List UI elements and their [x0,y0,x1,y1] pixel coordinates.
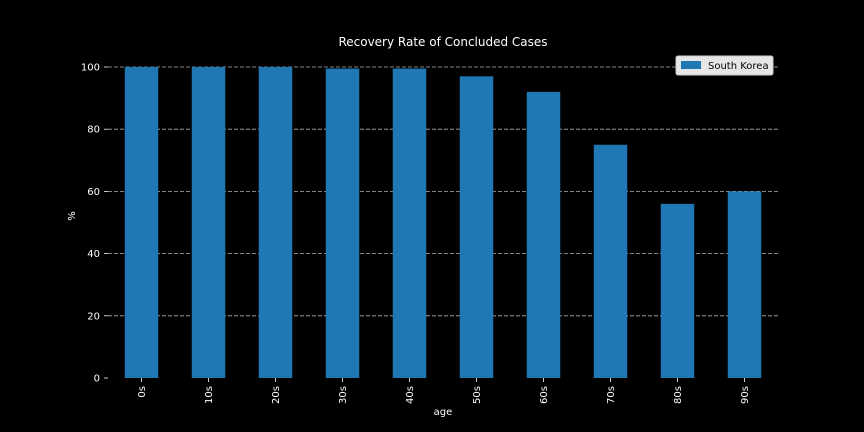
x-axis: 0s 10s 20s 30s 40s 50s 60s 70s 80s 90s [137,378,751,404]
legend: South Korea [675,55,774,76]
x-tick-label: 30s [338,386,349,404]
x-axis-label: age [434,407,453,418]
bar-10s [191,67,226,378]
bar-40s [392,68,427,379]
bar-70s [593,144,628,378]
x-tick-label: 40s [405,386,416,404]
x-tick-label: 20s [271,386,282,404]
bar-0s [124,67,159,378]
y-tick-label: 60 [87,187,100,198]
y-tick-label: 20 [87,311,100,322]
y-tick-label: 0 [94,374,100,385]
x-tick-label: 70s [606,386,617,404]
x-tick-label: 80s [673,386,684,404]
y-axis: 0 20 40 60 80 100 [81,63,108,385]
x-tick-label: 90s [740,386,751,404]
x-tick-label: 60s [539,386,550,404]
x-tick-label: 10s [204,386,215,404]
bar-30s [325,68,360,379]
legend-label: South Korea [708,61,769,72]
bar-50s [459,76,494,378]
bar-20s [258,67,293,378]
chart-title: Recovery Rate of Concluded Cases [338,35,547,49]
bar-80s [660,203,695,378]
legend-box [675,55,774,76]
y-tick-label: 40 [87,249,100,260]
legend-swatch [681,61,701,69]
x-tick-label: 0s [137,386,148,398]
x-tick-label: 50s [472,386,483,404]
y-axis-label: % [67,211,78,221]
bar-90s [727,191,762,378]
bars [124,67,762,379]
bar-60s [526,91,561,378]
y-tick-label: 80 [87,125,100,136]
y-tick-label: 100 [81,63,100,74]
